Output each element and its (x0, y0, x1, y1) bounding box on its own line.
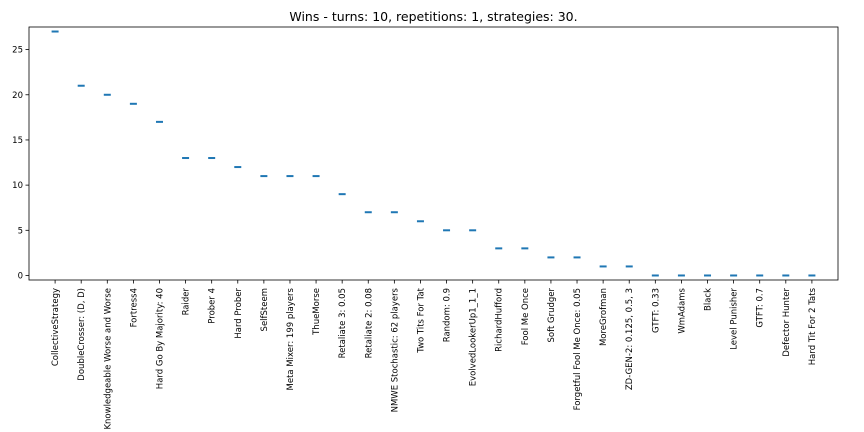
y-tick-label: 15 (12, 136, 23, 146)
x-tick-label: EvolvedLookerUp1_1_1 (469, 288, 479, 386)
y-tick-label: 0 (18, 271, 23, 281)
x-tick-label: Fortress4 (129, 288, 139, 327)
x-tick-label: Forgetful Fool Me Once: 0.05 (573, 288, 583, 410)
plot-frame (28, 26, 839, 281)
x-tick-label: Hard Tit For 2 Tats (808, 287, 818, 365)
x-tick-label: GTFT: 0.33 (651, 288, 661, 333)
x-tick-label: Level Punisher (730, 288, 740, 350)
x-axis: CollectiveStrategy DoubleCrosser: (D, D) K… (51, 280, 818, 430)
x-tick-label: WmAdams (677, 287, 687, 333)
x-tick-label: Knowledgeable Worse and Worse (103, 288, 113, 430)
x-tick-label: Raider (182, 288, 192, 316)
data-marks (51, 30, 816, 277)
y-tick-label: 10 (12, 181, 23, 191)
x-tick-label: Two Tits For Tat (416, 287, 426, 353)
y-tick-label: 5 (18, 226, 23, 236)
x-tick-label: Hard Prober (234, 288, 244, 339)
x-tick-label: Fool Me Once (521, 288, 531, 345)
y-tick-label: 25 (12, 46, 23, 56)
y-axis: 0 5 10 15 20 25 (12, 46, 29, 281)
x-tick-label: NMWE Stochastic: 62 players (390, 287, 400, 412)
x-tick-label: Retaliate 3: 0.05 (338, 288, 348, 358)
x-tick-label: ZD-GEN-2: 0.125, 0.5, 3 (625, 288, 635, 390)
x-tick-label: Retaliate 2: 0.08 (364, 288, 374, 358)
x-tick-label: RichardHufford (495, 288, 505, 352)
x-tick-label: CollectiveStrategy (51, 288, 61, 366)
x-tick-label: GTFT: 0.7 (756, 288, 766, 328)
x-tick-label: DoubleCrosser: (D, D) (77, 288, 87, 381)
y-tick-label: 20 (12, 91, 23, 101)
x-tick-label: Soft Grudger (547, 288, 557, 343)
x-tick-label: Prober 4 (208, 288, 218, 324)
chart-title: Wins - turns: 10, repetitions: 1, strate… (289, 9, 577, 24)
x-tick-label: SelfSteem (260, 288, 270, 331)
x-tick-label: Black (704, 288, 714, 311)
x-tick-label: Meta Mixer: 199 players (286, 287, 296, 390)
x-tick-label: MoreGrofman (599, 288, 609, 346)
x-tick-label: Random: 0.9 (443, 288, 453, 342)
x-tick-label: Defector Hunter (782, 287, 792, 356)
x-tick-label: ThueMorse (312, 288, 322, 336)
x-tick-label: Hard Go By Majority: 40 (155, 288, 165, 389)
